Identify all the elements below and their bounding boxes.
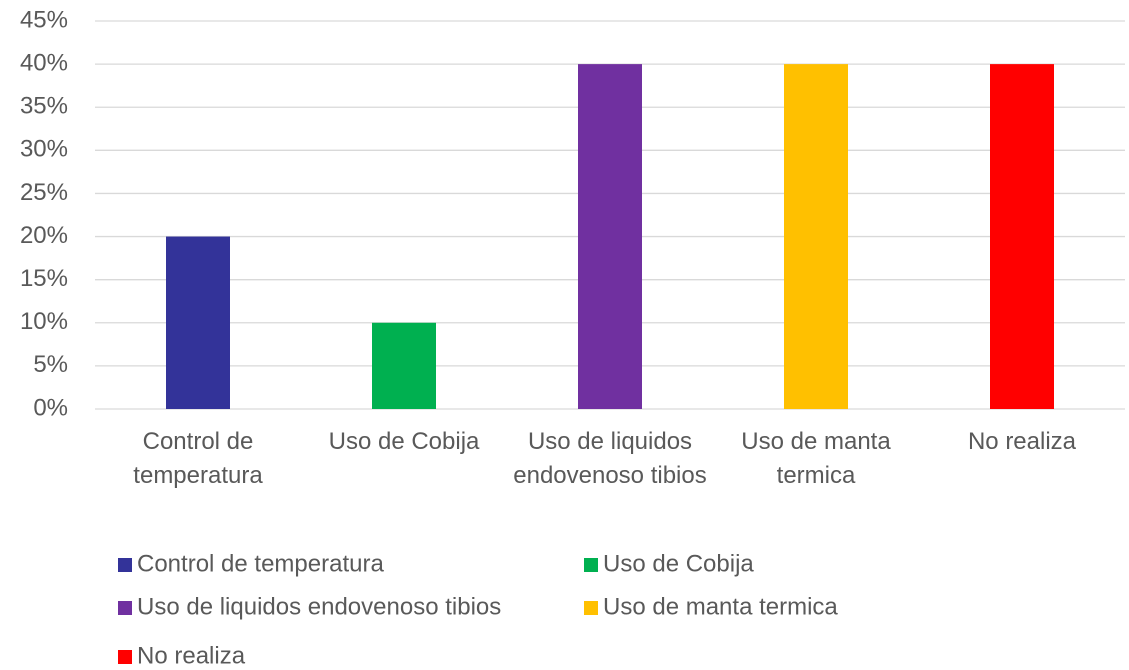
legend-swatch — [584, 558, 598, 572]
label-line: Uso de liquidos — [528, 428, 692, 455]
label-line: termica — [777, 462, 856, 489]
y-tick-label: 0% — [33, 394, 68, 421]
x-tick-label: Uso de liquidos endovenoso tibios — [513, 428, 706, 489]
bar — [166, 236, 230, 409]
legend-label: Uso de liquidos endovenoso tibios — [137, 593, 501, 620]
y-tick-label: 20% — [20, 222, 68, 249]
legend-swatch — [584, 601, 598, 615]
legend-label: Control de temperatura — [137, 550, 384, 577]
label-line: Control de — [143, 428, 254, 455]
label-line: No realiza — [968, 428, 1077, 455]
y-tick-label: 30% — [20, 136, 68, 163]
y-tick-label: 40% — [20, 49, 68, 76]
label-line: temperatura — [133, 462, 263, 489]
legend-swatch — [118, 650, 132, 664]
y-tick-label: 25% — [20, 179, 68, 206]
legend-label: No realiza — [137, 642, 246, 669]
bar — [990, 64, 1054, 409]
y-tick-label: 10% — [20, 308, 68, 335]
y-tick-label: 15% — [20, 265, 68, 292]
y-tick-label: 35% — [20, 93, 68, 120]
legend-label: Uso de manta termica — [603, 593, 838, 620]
bar — [784, 64, 848, 409]
label-line: Uso de Cobija — [329, 428, 480, 455]
label-line: Uso de manta — [741, 428, 891, 455]
label-line: endovenoso tibios — [513, 462, 706, 489]
y-tick-label: 5% — [33, 351, 68, 378]
y-tick-label: 45% — [20, 6, 68, 33]
x-tick-label: No realiza — [968, 428, 1077, 455]
x-tick-label: Uso de Cobija — [329, 428, 480, 455]
legend-label: Uso de Cobija — [603, 550, 754, 577]
legend-swatch — [118, 601, 132, 615]
x-tick-label: Uso de manta termica — [741, 428, 891, 489]
legend-swatch — [118, 558, 132, 572]
bar — [372, 322, 436, 409]
x-tick-label: Control de temperatura — [133, 428, 263, 489]
bar — [578, 64, 642, 409]
